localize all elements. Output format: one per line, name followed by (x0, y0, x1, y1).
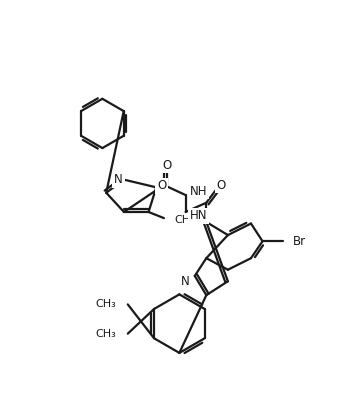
Text: O: O (157, 179, 166, 192)
Text: Br: Br (293, 235, 306, 248)
Text: CH₃: CH₃ (96, 328, 116, 339)
Text: HN: HN (190, 210, 208, 222)
Text: O: O (162, 158, 172, 171)
Text: CH₃: CH₃ (96, 300, 116, 309)
Text: N: N (114, 173, 123, 186)
Text: N: N (181, 275, 190, 288)
Text: CH₃: CH₃ (175, 215, 196, 225)
Text: NH: NH (190, 185, 208, 198)
Text: O: O (216, 178, 226, 191)
